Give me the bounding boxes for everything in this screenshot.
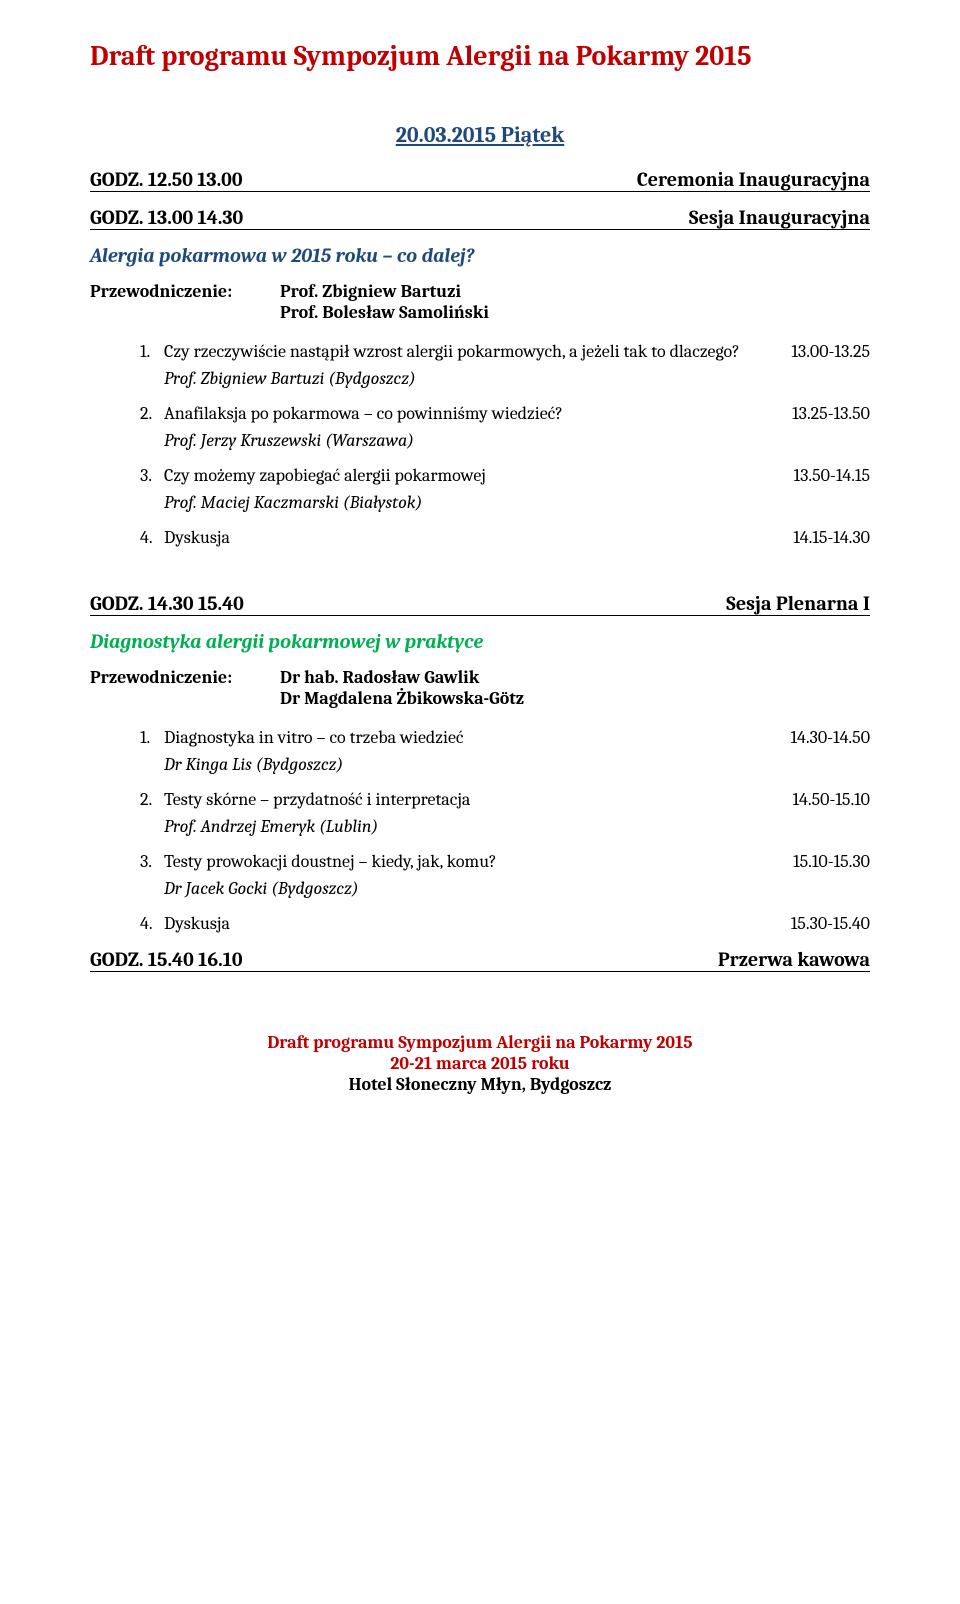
session1-talks: 1. Czy rzeczywiście nastąpił wzrost aler… [90,341,870,548]
talk-speaker: Dr Kinga Lis (Bydgoszcz) [140,754,870,775]
time-left: GODZ. 15.40 16.10 [90,948,243,971]
talk-item: 4. Dyskusja 15.30-15.40 [140,913,870,934]
session1-topic: Alergia pokarmowa w 2015 roku – co dalej… [90,244,870,267]
document-title: Draft programu Sympozjum Alergii na Poka… [90,40,870,72]
talk-num: 1. [140,341,164,362]
chair-label: Przewodniczenie: [90,281,280,323]
talk-item: 2. Testy skórne – przydatność i interpre… [140,789,870,837]
chair-name-1: Dr hab. Radosław Gawlik [280,667,524,688]
talk-num: 2. [140,403,164,424]
talk-item: 1. Diagnostyka in vitro – co trzeba wied… [140,727,870,775]
time-left: GODZ. 12.50 13.00 [90,168,243,191]
time-left: GODZ. 14.30 15.40 [90,592,244,615]
talk-title: Dyskusja [164,527,773,548]
chair-name-2: Prof. Bolesław Samoliński [280,302,489,323]
time-row-session2: GODZ. 14.30 15.40 Sesja Plenarna I [90,592,870,616]
talk-num: 3. [140,465,164,486]
time-left: GODZ. 13.00 14.30 [90,206,243,229]
talk-time: 13.25-13.50 [792,403,870,424]
talk-title: Czy możemy zapobiegać alergii pokarmowej [164,465,774,486]
talk-speaker: Prof. Zbigniew Bartuzi (Bydgoszcz) [140,368,870,389]
session2-topic: Diagnostyka alergii pokarmowej w praktyc… [90,630,870,653]
time-right: Sesja Plenarna I [726,592,870,615]
talk-title: Testy skórne – przydatność i interpretac… [164,789,773,810]
chair-label: Przewodniczenie: [90,667,280,709]
talk-num: 1. [140,727,164,748]
talk-time: 13.00-13.25 [791,341,870,362]
session2-talks: 1. Diagnostyka in vitro – co trzeba wied… [90,727,870,934]
time-right: Przerwa kawowa [718,948,870,971]
talk-num: 3. [140,851,164,872]
talk-time: 14.30-14.50 [790,727,870,748]
session2-chair: Przewodniczenie: Dr hab. Radosław Gawlik… [90,667,870,709]
talk-speaker: Prof. Maciej Kaczmarski (Białystok) [140,492,870,513]
talk-num: 2. [140,789,164,810]
talk-time: 14.50-15.10 [793,789,870,810]
talk-speaker: Prof. Andrzej Emeryk (Lublin) [140,816,870,837]
time-right: Ceremonia Inauguracyjna [637,168,870,191]
talk-speaker: Dr Jacek Gocki (Bydgoszcz) [140,878,870,899]
time-row-break: GODZ. 15.40 16.10 Przerwa kawowa [90,948,870,972]
talk-num: 4. [140,913,164,934]
talk-title: Diagnostyka in vitro – co trzeba wiedzie… [164,727,770,748]
talk-title: Dyskusja [164,913,771,934]
time-row-ceremony: GODZ. 12.50 13.00 Ceremonia Inauguracyjn… [90,168,870,192]
footer-line1: Draft programu Sympozjum Alergii na Poka… [90,1032,870,1053]
talk-time: 13.50-14.15 [794,465,870,486]
footer: Draft programu Sympozjum Alergii na Poka… [90,1032,870,1095]
talk-time: 15.30-15.40 [791,913,870,934]
chair-name-1: Prof. Zbigniew Bartuzi [280,281,489,302]
session1-chair: Przewodniczenie: Prof. Zbigniew Bartuzi … [90,281,870,323]
talk-item: 1. Czy rzeczywiście nastąpił wzrost aler… [140,341,870,389]
talk-title: Anafilaksja po pokarmowa – co powinniśmy… [164,403,772,424]
chair-name-2: Dr Magdalena Żbikowska-Götz [280,688,524,709]
talk-item: 4. Dyskusja 14.15-14.30 [140,527,870,548]
talk-title: Czy rzeczywiście nastąpił wzrost alergii… [164,341,771,362]
time-right: Sesja Inauguracyjna [689,206,870,229]
talk-title: Testy prowokacji doustnej – kiedy, jak, … [164,851,773,872]
talk-item: 2. Anafilaksja po pokarmowa – co powinni… [140,403,870,451]
time-row-session1: GODZ. 13.00 14.30 Sesja Inauguracyjna [90,206,870,230]
talk-time: 15.10-15.30 [793,851,870,872]
talk-item: 3. Testy prowokacji doustnej – kiedy, ja… [140,851,870,899]
footer-line3: Hotel Słoneczny Młyn, Bydgoszcz [90,1074,870,1095]
talk-time: 14.15-14.30 [793,527,870,548]
footer-line2: 20-21 marca 2015 roku [90,1053,870,1074]
date-header: 20.03.2015 Piątek [90,122,870,148]
talk-item: 3. Czy możemy zapobiegać alergii pokarmo… [140,465,870,513]
talk-speaker: Prof. Jerzy Kruszewski (Warszawa) [140,430,870,451]
talk-num: 4. [140,527,164,548]
